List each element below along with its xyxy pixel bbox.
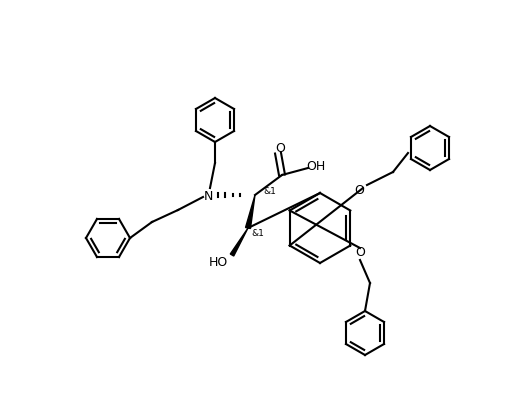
Text: &1: &1 — [251, 228, 264, 237]
Text: O: O — [354, 183, 364, 196]
Text: HO: HO — [208, 256, 228, 269]
Text: OH: OH — [306, 160, 326, 173]
Text: N: N — [203, 190, 213, 202]
Polygon shape — [230, 228, 248, 256]
Polygon shape — [245, 195, 255, 228]
Text: O: O — [275, 141, 285, 154]
Text: O: O — [355, 247, 365, 260]
Text: &1: &1 — [263, 188, 276, 196]
